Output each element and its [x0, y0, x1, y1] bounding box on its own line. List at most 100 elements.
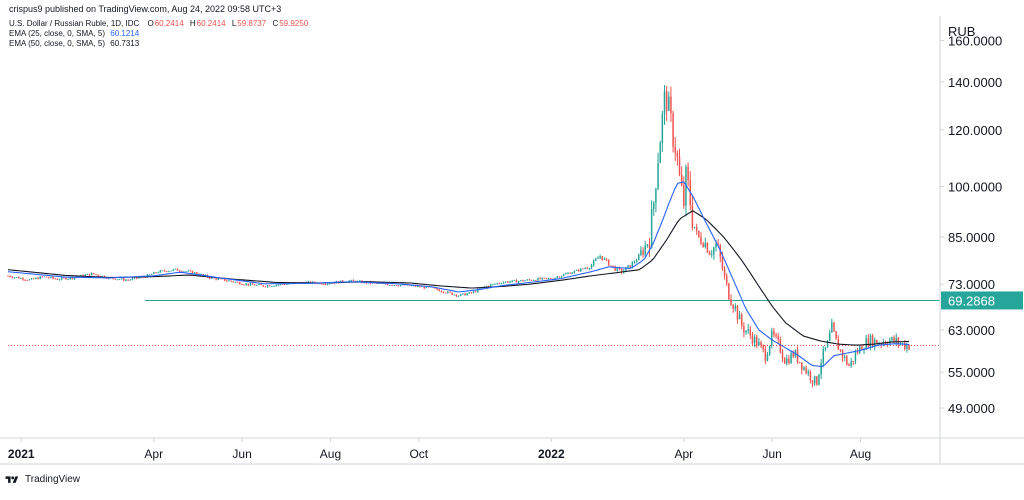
candle: [131, 277, 134, 281]
ema50-line: [7, 210, 910, 346]
candle-body: [655, 188, 657, 203]
candle-body: [191, 270, 194, 274]
candle: [582, 268, 584, 270]
candle-body: [818, 374, 820, 385]
candle-body: [479, 288, 481, 290]
candle-body: [601, 256, 604, 260]
candle-body: [706, 242, 709, 253]
candle-body: [858, 346, 861, 353]
candle-body: [751, 335, 754, 344]
candle: [247, 283, 250, 287]
candle-body: [807, 371, 809, 374]
candle-body: [183, 271, 185, 273]
candle-body: [665, 91, 668, 111]
candle-body: [745, 330, 747, 333]
candle-body: [307, 281, 310, 283]
candle: [633, 260, 636, 264]
candle-body: [127, 279, 129, 281]
candle-body: [397, 285, 400, 287]
y-tick-label: 100.0000: [948, 179, 1002, 194]
candle-body: [494, 283, 496, 285]
candle-body: [541, 277, 543, 280]
candle: [440, 290, 443, 293]
candle: [15, 276, 18, 278]
close-label: C: [272, 19, 279, 28]
candle: [178, 269, 181, 273]
candle: [54, 278, 56, 280]
candle-body: [500, 283, 503, 285]
candle-body: [861, 346, 863, 351]
candle-body: [693, 226, 696, 228]
candle: [801, 362, 803, 375]
candle-body: [631, 262, 634, 268]
candle: [807, 368, 809, 377]
candle: [723, 265, 726, 280]
candle-body: [522, 280, 524, 282]
candle-body: [187, 270, 189, 272]
candle-body: [520, 280, 522, 282]
candle-body: [196, 272, 198, 275]
candle-body: [573, 270, 576, 273]
candle-body: [56, 279, 59, 280]
candle: [607, 259, 610, 266]
candle-body: [63, 277, 65, 279]
candle: [268, 285, 271, 287]
candle-body: [221, 278, 224, 280]
candle-body: [410, 285, 413, 287]
candle-body: [708, 252, 711, 255]
candle: [502, 281, 505, 284]
candle: [243, 284, 245, 286]
candle: [756, 334, 758, 349]
candle: [653, 200, 655, 216]
candle: [573, 270, 576, 274]
tradingview-footer[interactable]: TradingView: [4, 474, 80, 485]
candle: [740, 312, 743, 330]
candle-body: [176, 268, 179, 271]
candle-body: [444, 292, 447, 294]
candle-body: [869, 335, 872, 347]
candle: [732, 303, 734, 313]
candle: [768, 345, 771, 356]
candle: [234, 281, 237, 283]
candle: [730, 294, 732, 306]
candle: [515, 279, 518, 283]
candle-body: [459, 294, 462, 296]
candle-body: [906, 345, 908, 350]
high-label: H: [189, 19, 196, 28]
candle-body: [513, 280, 516, 281]
candle-body: [249, 283, 252, 286]
candle-body: [193, 272, 196, 274]
candle: [777, 332, 779, 344]
candle: [597, 256, 599, 259]
candle: [245, 282, 247, 286]
candle: [562, 273, 565, 277]
candle-body: [389, 285, 391, 286]
candle-body: [266, 285, 269, 287]
candle: [464, 293, 466, 296]
candle: [798, 361, 801, 364]
candle-body: [421, 286, 423, 288]
candle-body: [607, 259, 610, 266]
candle: [498, 282, 501, 285]
candle-body: [129, 279, 132, 281]
candle: [648, 237, 651, 258]
candle-body: [558, 276, 561, 278]
candle: [760, 340, 762, 349]
candle: [520, 280, 522, 282]
candle-body: [571, 272, 573, 274]
close-value: 59.9250: [279, 19, 309, 28]
candle-body: [253, 284, 256, 286]
candle-body: [586, 268, 589, 269]
candle: [524, 280, 526, 282]
candle: [449, 291, 451, 293]
candle-body: [474, 291, 477, 293]
candle-body: [22, 278, 24, 280]
candle-body: [567, 272, 569, 274]
candle: [560, 275, 563, 278]
candle: [665, 85, 668, 122]
candle: [706, 242, 709, 253]
candle: [20, 277, 22, 279]
candle: [472, 290, 475, 294]
candle: [775, 332, 777, 339]
